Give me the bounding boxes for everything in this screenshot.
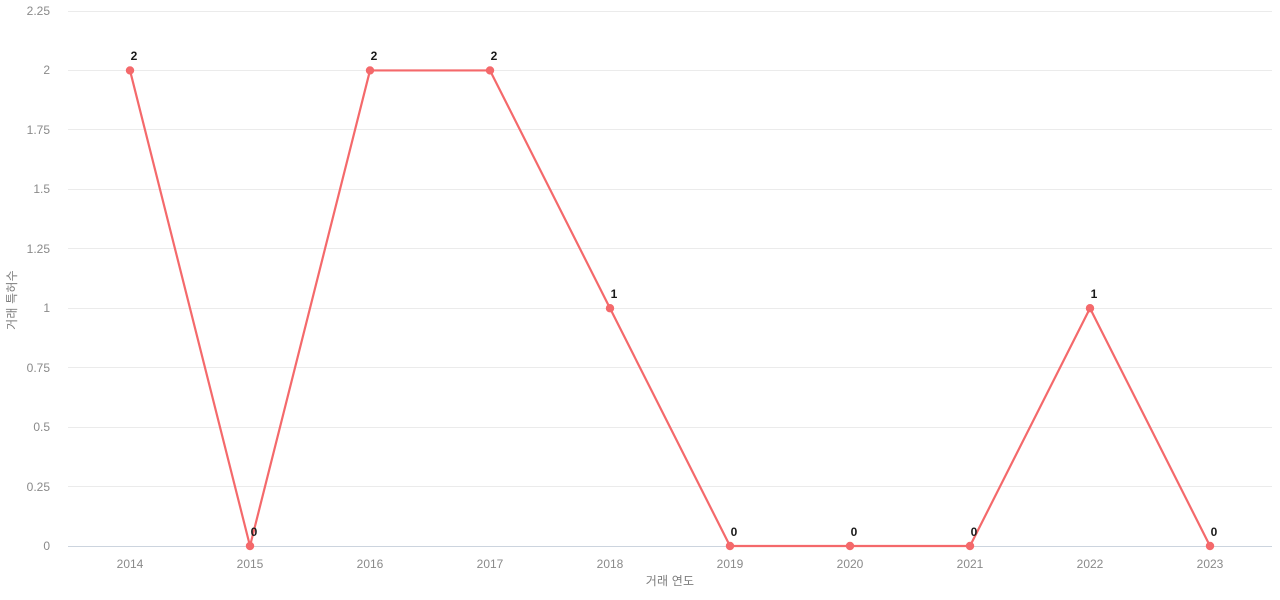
data-point-marker[interactable] (965, 541, 975, 551)
data-point-marker[interactable] (605, 304, 615, 313)
data-point-marker[interactable] (845, 541, 855, 551)
x-axis-title: 거래 연도 (645, 574, 695, 588)
x-tick-label: 2018 (596, 557, 624, 571)
data-point-marker[interactable] (245, 541, 255, 551)
y-axis-title: 거래 특허수 (4, 270, 19, 330)
series-line (128, 69, 1212, 548)
y-tick-label: 1 (43, 301, 50, 316)
x-tick-label: 2023 (1196, 557, 1224, 571)
x-tick-label: 2019 (716, 557, 744, 571)
x-tick-label: 2017 (476, 557, 504, 571)
x-tick-label: 2014 (116, 557, 144, 571)
y-tick-label: 0.75 (26, 360, 50, 375)
y-tick-label: 2.25 (26, 4, 50, 18)
gridline-0 (68, 545, 1272, 547)
plot-area: 0 0.25 0.5 0.75 1 1.25 1.5 1.75 2 2.25 2014 2015 20… (27, 4, 1272, 571)
y-tick-label: 2 (43, 63, 50, 78)
data-point-marker[interactable] (725, 541, 735, 551)
data-point-marker[interactable] (485, 66, 495, 75)
gridline-2 (68, 69, 1272, 71)
gridline-0.75 (68, 367, 1272, 369)
data-point-marker[interactable] (125, 66, 135, 75)
y-tick-label: 1.75 (26, 122, 50, 137)
x-tick-label: 2015 (236, 557, 264, 571)
data-point-marker[interactable] (365, 66, 375, 75)
x-tick-label: 2016 (356, 557, 384, 571)
y-tick-label: 0.25 (26, 479, 50, 494)
gridline-1.75 (68, 129, 1272, 131)
gridline-1 (68, 307, 1272, 309)
y-tick-label: 1.5 (33, 182, 50, 197)
gridline-2.25 (68, 10, 1272, 12)
y-tick-label: 0 (43, 539, 50, 553)
data-point-marker[interactable] (1205, 541, 1215, 551)
y-tick-label: 1.25 (26, 241, 50, 256)
x-tick-label: 2022 (1076, 557, 1104, 571)
data-point-marker[interactable] (1085, 304, 1095, 313)
x-tick-label: 2020 (836, 557, 864, 571)
series-line-group (125, 66, 1215, 551)
x-tick-label: 2021 (956, 557, 984, 571)
gridline-0.25 (68, 486, 1272, 488)
y-tick-label: 0.5 (33, 420, 50, 435)
gridline-1.5 (68, 188, 1272, 190)
gridline-1.25 (68, 248, 1272, 250)
